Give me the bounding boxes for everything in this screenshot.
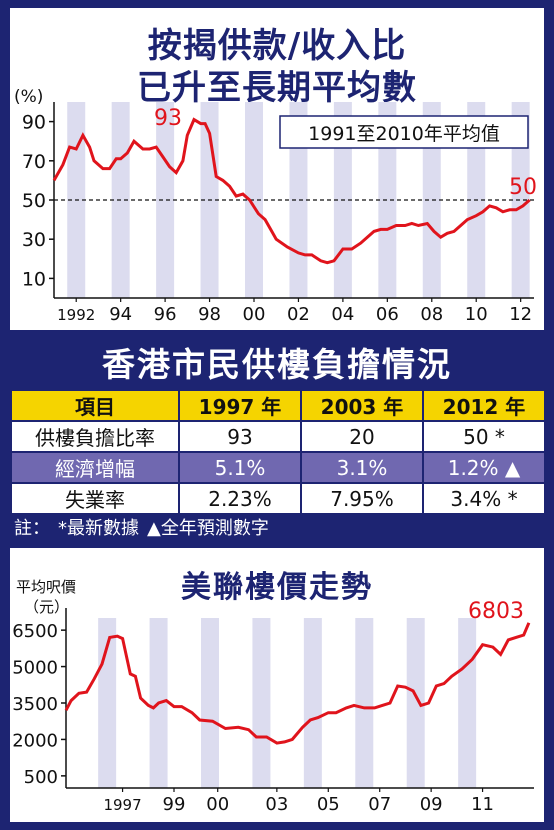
- y-tick-label: 50: [22, 190, 46, 212]
- table-header-row: 項目 1997 年 2003 年 2012 年: [10, 389, 546, 422]
- y-tick-label: 6500: [12, 621, 58, 642]
- chart2-unit-line1: 平均呎價: [16, 578, 76, 596]
- end-value-label: 50: [509, 175, 537, 200]
- x-tick-label: 00: [243, 304, 266, 325]
- footnote-forecast: ▲全年預測數字: [147, 518, 269, 539]
- year-band: [422, 102, 441, 298]
- footnote-prefix: 註：: [14, 518, 50, 539]
- year-band: [156, 102, 175, 298]
- y-tick-label: 500: [24, 767, 58, 788]
- table-cell: 2.23%: [178, 482, 302, 515]
- mortgage-ratio-panel: 按揭供款/收入比 已升至長期平均數 (%) 10 30 50 70 90 1992 94 96 9…: [10, 8, 544, 330]
- chart2-unit-line2: （元）: [24, 598, 69, 616]
- year-band: [201, 618, 219, 788]
- table-cell: 經濟增幅: [10, 451, 180, 484]
- year-band: [355, 618, 374, 788]
- table-header-cell: 項目: [10, 389, 180, 422]
- x-tick-label: 08: [420, 304, 443, 325]
- y-tick-label: 10: [22, 268, 46, 290]
- table-row: 經濟增幅 5.1% 3.1% 1.2% ▲: [10, 451, 546, 484]
- y-tick-label: 2000: [12, 730, 58, 751]
- affordability-table: 項目 1997 年 2003 年 2012 年 供樓負擔比率 93 20 50 …: [10, 389, 546, 515]
- table-cell: 供樓負擔比率: [10, 420, 180, 453]
- table-cell: 3.1%: [300, 451, 424, 484]
- chart1-title-line2: 已升至長期平均數: [137, 68, 417, 108]
- table-row: 供樓負擔比率 93 20 50 *: [10, 420, 546, 453]
- y-tick-label: 5000: [12, 658, 58, 679]
- x-tick-label: 99: [163, 794, 186, 815]
- peak-value-label: 93: [154, 106, 182, 131]
- table-cell: 5.1%: [178, 451, 302, 484]
- year-band: [406, 618, 425, 788]
- footnote-latest-data: *最新數據: [58, 518, 139, 539]
- y-tick-label: 70: [22, 151, 46, 173]
- table-header-cell: 2003 年: [300, 389, 424, 422]
- table-title: 香港市民供樓負擔情況: [102, 345, 452, 384]
- legend-box: [279, 115, 529, 149]
- x-tick-label: 10: [465, 304, 488, 325]
- legend-label: 1991至2010年平均值: [308, 123, 500, 145]
- x-tick-label: 00: [206, 794, 229, 815]
- x-tick-label: 94: [109, 304, 132, 325]
- property-price-panel: 美聯樓價走勢 平均呎價 （元） 500 2000 3500 5000 6500 1997 9…: [10, 548, 544, 822]
- year-band: [303, 618, 322, 788]
- year-band: [511, 102, 530, 298]
- chart1-title-line1: 按揭供款/收入比: [147, 26, 407, 66]
- x-tick-label: 09: [420, 794, 443, 815]
- table-cell: 失業率: [10, 482, 180, 515]
- x-tick-label: 04: [331, 304, 354, 325]
- table-header-cell: 2012 年: [422, 389, 546, 422]
- table-cell: 7.95%: [300, 482, 424, 515]
- x-tick-label: 07: [368, 794, 391, 815]
- x-tick-label: 05: [317, 794, 340, 815]
- year-band: [378, 102, 397, 298]
- year-band: [252, 618, 271, 788]
- x-tick-label: 1992: [57, 306, 95, 324]
- x-tick-label: 96: [154, 304, 177, 325]
- chart2-title: 美聯樓價走勢: [181, 570, 373, 605]
- y-tick-label: 3500: [12, 694, 58, 715]
- property-price-chart: 平均呎價 （元） 500 2000 3500 5000 6500 1997 99 00 03 05…: [12, 578, 534, 815]
- y-tick-label: 90: [22, 112, 46, 134]
- x-tick-label: 03: [265, 794, 288, 815]
- year-band: [458, 618, 477, 788]
- table-row: 失業率 2.23% 7.95% 3.4% *: [10, 482, 546, 515]
- table-footnote: 註： *最新數據 ▲全年預測數字: [14, 514, 277, 540]
- x-tick-label: 1997: [103, 796, 141, 814]
- x-tick-label: 02: [287, 304, 310, 325]
- mortgage-ratio-chart: (%) 10 30 50 70 90 1992 94 96 98 00 02 04 06 08 10 12 19…: [14, 87, 537, 325]
- x-tick-label: 06: [376, 304, 399, 325]
- x-tick-label: 98: [198, 304, 221, 325]
- y-unit-label: (%): [14, 87, 43, 107]
- property-price-line: [64, 622, 531, 745]
- table-cell: 1.2% ▲: [422, 451, 546, 484]
- mortgage-ratio-line: [52, 117, 531, 265]
- y-tick-label: 30: [22, 229, 46, 251]
- x-tick-label: 11: [471, 794, 494, 815]
- table-cell: 93: [178, 420, 302, 453]
- table-cell: 3.4% *: [422, 482, 546, 515]
- end-value-label: 6803: [468, 599, 524, 624]
- table-cell: 20: [300, 420, 424, 453]
- table-header-cell: 1997 年: [178, 389, 302, 422]
- table-cell: 50 *: [422, 420, 546, 453]
- x-tick-label: 12: [509, 304, 532, 325]
